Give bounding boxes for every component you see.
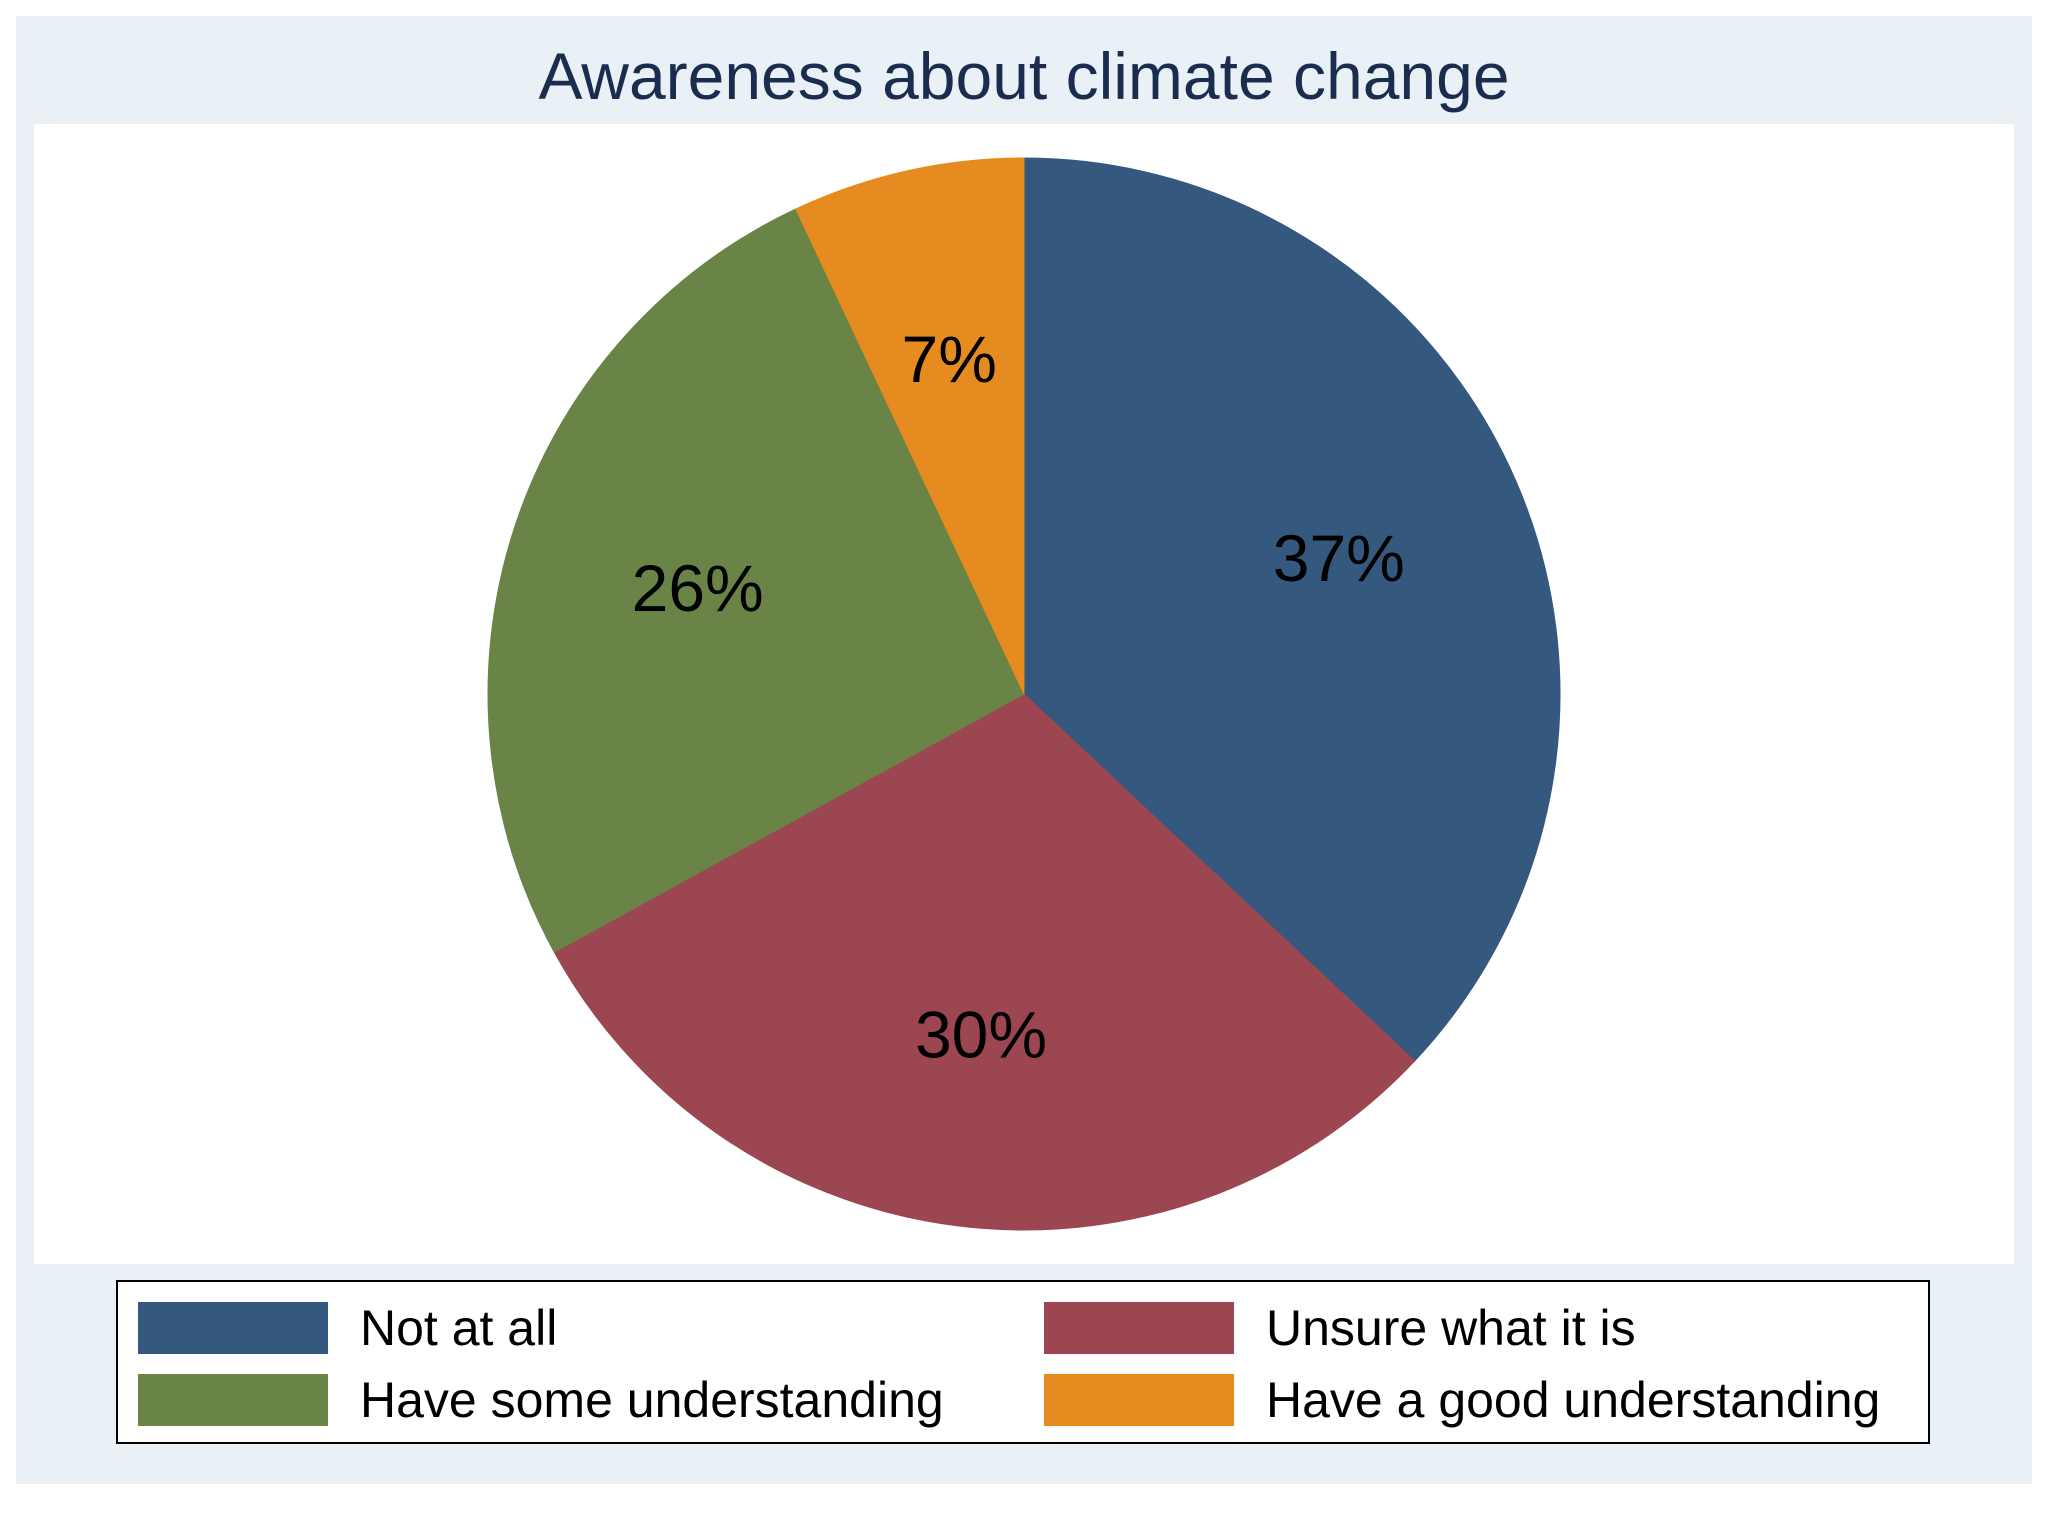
- legend-label: Have some understanding: [360, 1372, 944, 1428]
- legend-swatch: [138, 1302, 328, 1354]
- pie-slice-have-a-good-understanding: [795, 157, 1025, 695]
- slice-label-not-at-all: 37%: [1273, 521, 1405, 595]
- pie-slice-have-some-understanding: [487, 208, 1025, 953]
- pie-slice-unsure-what-it-is: [553, 693, 1416, 1231]
- legend-label: Unsure what it is: [1266, 1300, 1636, 1356]
- legend-swatch: [1044, 1374, 1234, 1426]
- slice-label-have-a-good-understanding: 7%: [902, 322, 997, 396]
- pie-chart: 37% 30% 26% 7%: [487, 157, 1561, 1231]
- pie-slice-not-at-all: [1023, 157, 1561, 1062]
- chart-title: Awareness about climate change: [538, 39, 1510, 113]
- legend-swatch: [1044, 1302, 1234, 1354]
- legend: Not at all Unsure what it is Have some u…: [116, 1280, 1930, 1444]
- plot-area: 37% 30% 26% 7%: [34, 124, 2014, 1264]
- slice-label-unsure-what-it-is: 30%: [915, 997, 1047, 1071]
- legend-swatch: [138, 1374, 328, 1426]
- legend-label: Have a good understanding: [1266, 1372, 1881, 1428]
- legend-label: Not at all: [360, 1300, 558, 1356]
- slice-label-have-some-understanding: 26%: [632, 551, 764, 625]
